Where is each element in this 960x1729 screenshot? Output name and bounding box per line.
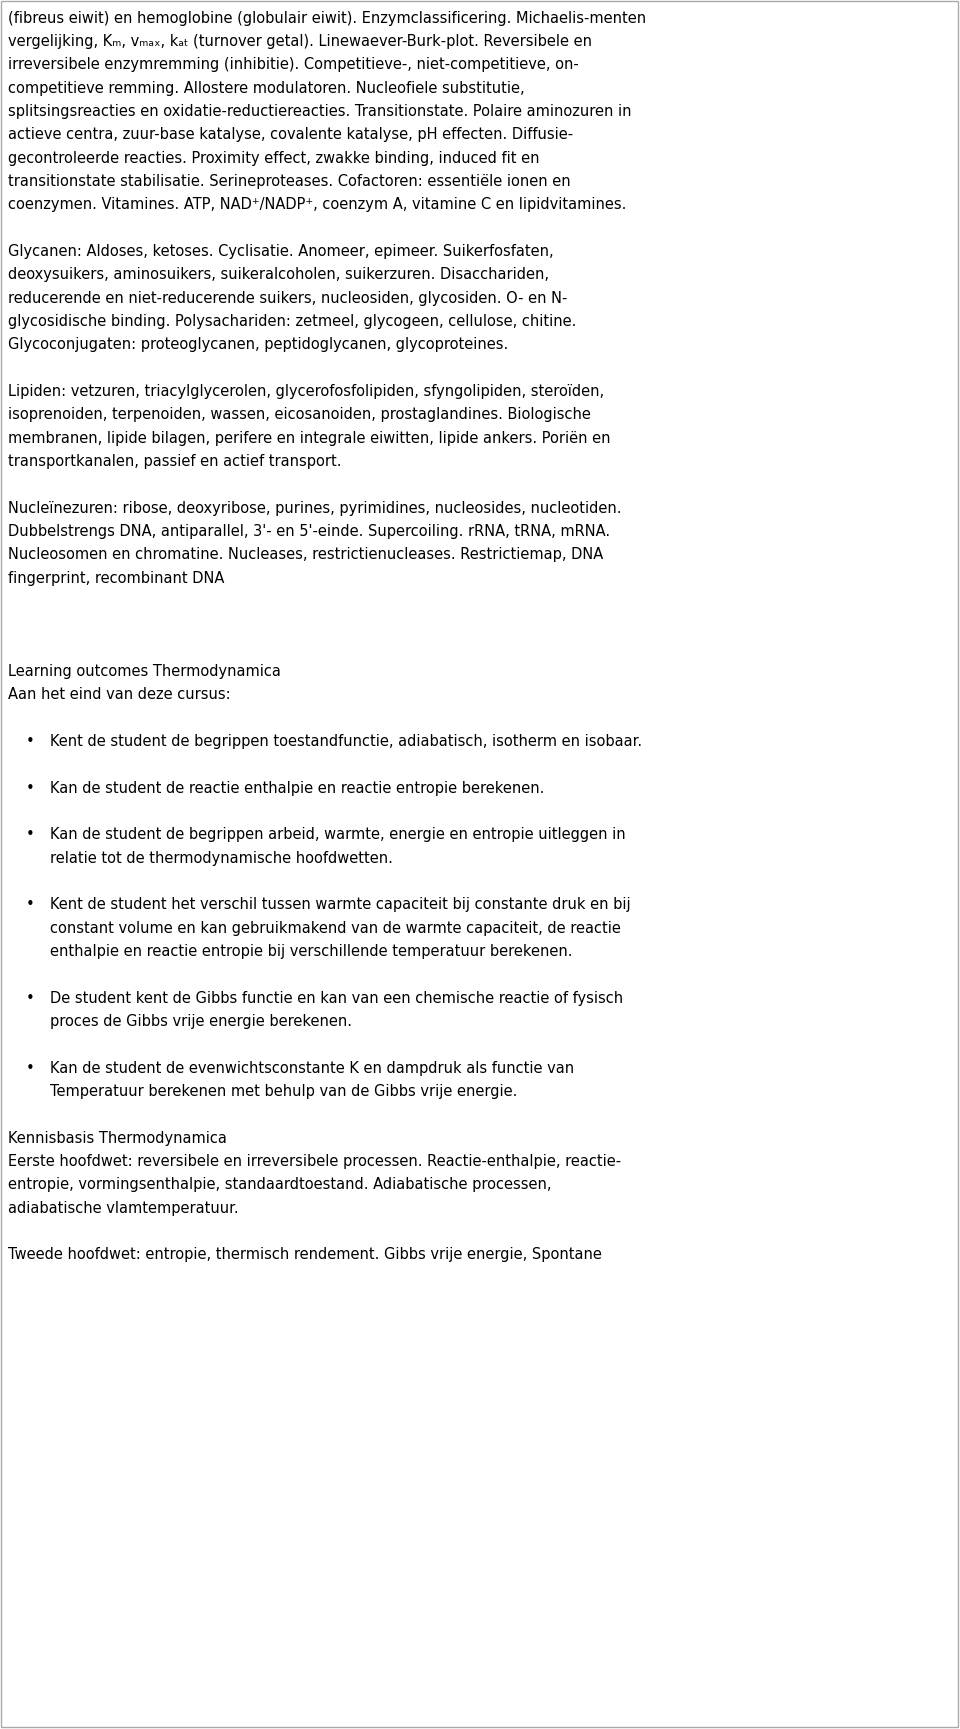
Text: Kan de student de begrippen arbeid, warmte, energie en entropie uitleggen in: Kan de student de begrippen arbeid, warm… [50,826,626,842]
Text: deoxysuikers, aminosuikers, suikeralcoholen, suikerzuren. Disacchariden,: deoxysuikers, aminosuikers, suikeralcoho… [8,268,549,282]
Text: transitionstate stabilisatie. Serineproteases. Cofactoren: essentiële ionen en: transitionstate stabilisatie. Serineprot… [8,175,570,188]
Text: constant volume en kan gebruikmakend van de warmte capaciteit, de reactie: constant volume en kan gebruikmakend van… [50,920,621,935]
Text: •: • [26,897,35,913]
Text: Kan de student de reactie enthalpie en reactie entropie berekenen.: Kan de student de reactie enthalpie en r… [50,780,544,795]
Text: proces de Gibbs vrije energie berekenen.: proces de Gibbs vrije energie berekenen. [50,1013,352,1029]
Text: relatie tot de thermodynamische hoofdwetten.: relatie tot de thermodynamische hoofdwet… [50,851,393,866]
Text: membranen, lipide bilagen, perifere en integrale eiwitten, lipide ankers. Poriën: membranen, lipide bilagen, perifere en i… [8,431,611,446]
Text: (fibreus eiwit) en hemoglobine (globulair eiwit). Enzymclassificering. Michaelis: (fibreus eiwit) en hemoglobine (globulai… [8,10,646,26]
Text: •: • [26,780,35,795]
Text: •: • [26,733,35,749]
Text: Tweede hoofdwet: entropie, thermisch rendement. Gibbs vrije energie, Spontane: Tweede hoofdwet: entropie, thermisch ren… [8,1247,602,1262]
Text: Dubbelstrengs DNA, antiparallel, 3'- en 5'-einde. Supercoiling. rRNA, tRNA, mRNA: Dubbelstrengs DNA, antiparallel, 3'- en … [8,524,611,539]
Text: coenzymen. Vitamines. ATP, NAD⁺/NADP⁺, coenzym A, vitamine C en lipidvitamines.: coenzymen. Vitamines. ATP, NAD⁺/NADP⁺, c… [8,197,626,213]
Text: actieve centra, zuur-base katalyse, covalente katalyse, pH effecten. Diffusie-: actieve centra, zuur-base katalyse, cova… [8,128,573,142]
Text: •: • [26,1060,35,1075]
Text: entropie, vormingsenthalpie, standaardtoestand. Adiabatische processen,: entropie, vormingsenthalpie, standaardto… [8,1177,551,1193]
Text: •: • [26,826,35,842]
Text: Nucleosomen en chromatine. Nucleases, restrictienucleases. Restrictiemap, DNA: Nucleosomen en chromatine. Nucleases, re… [8,548,603,562]
Text: Kent de student het verschil tussen warmte capaciteit bij constante druk en bij: Kent de student het verschil tussen warm… [50,897,631,913]
Text: Glycoconjugaten: proteoglycanen, peptidoglycanen, glycoproteines.: Glycoconjugaten: proteoglycanen, peptido… [8,337,508,353]
Text: Temperatuur berekenen met behulp van de Gibbs vrije energie.: Temperatuur berekenen met behulp van de … [50,1084,517,1100]
Text: competitieve remming. Allostere modulatoren. Nucleofiele substitutie,: competitieve remming. Allostere modulato… [8,81,524,95]
Text: transportkanalen, passief en actief transport.: transportkanalen, passief en actief tran… [8,455,342,469]
Text: Learning outcomes Thermodynamica: Learning outcomes Thermodynamica [8,664,281,679]
Text: De student kent de Gibbs functie en kan van een chemische reactie of fysisch: De student kent de Gibbs functie en kan … [50,991,623,1006]
Text: glycosidische binding. Polysachariden: zetmeel, glycogeen, cellulose, chitine.: glycosidische binding. Polysachariden: z… [8,315,576,329]
Text: fingerprint, recombinant DNA: fingerprint, recombinant DNA [8,571,225,586]
Text: isoprenoiden, terpenoiden, wassen, eicosanoiden, prostaglandines. Biologische: isoprenoiden, terpenoiden, wassen, eicos… [8,408,590,422]
Text: Kennisbasis Thermodynamica: Kennisbasis Thermodynamica [8,1131,227,1146]
Text: splitsingsreacties en oxidatie-reductiereacties. Transitionstate. Polaire aminoz: splitsingsreacties en oxidatie-reductier… [8,104,632,119]
Text: adiabatische vlamtemperatuur.: adiabatische vlamtemperatuur. [8,1200,239,1215]
Text: gecontroleerde reacties. Proximity effect, zwakke binding, induced fit en: gecontroleerde reacties. Proximity effec… [8,150,540,166]
Text: Lipiden: vetzuren, triacylglycerolen, glycerofosfolipiden, sfyngolipiden, steroï: Lipiden: vetzuren, triacylglycerolen, gl… [8,384,604,399]
Text: enthalpie en reactie entropie bij verschillende temperatuur berekenen.: enthalpie en reactie entropie bij versch… [50,944,572,960]
Text: Kent de student de begrippen toestandfunctie, adiabatisch, isotherm en isobaar.: Kent de student de begrippen toestandfun… [50,733,642,749]
Text: Eerste hoofdwet: reversibele en irreversibele processen. Reactie-enthalpie, reac: Eerste hoofdwet: reversibele en irrevers… [8,1153,621,1169]
Text: Kan de student de evenwichtsconstante K en dampdruk als functie van: Kan de student de evenwichtsconstante K … [50,1060,574,1075]
Text: vergelijking, Kₘ, vₘₐₓ, k⁣ₐₜ (turnover getal). Linewaever-Burk-plot. Reversibele: vergelijking, Kₘ, vₘₐₓ, k⁣ₐₜ (turnover g… [8,35,592,48]
Text: Aan het eind van deze cursus:: Aan het eind van deze cursus: [8,686,230,702]
Text: irreversibele enzymremming (inhibitie). Competitieve-, niet-competitieve, on-: irreversibele enzymremming (inhibitie). … [8,57,579,73]
Text: Nucleïnezuren: ribose, deoxyribose, purines, pyrimidines, nucleosides, nucleotid: Nucleïnezuren: ribose, deoxyribose, puri… [8,501,621,515]
Text: Glycanen: Aldoses, ketoses. Cyclisatie. Anomeer, epimeer. Suikerfosfaten,: Glycanen: Aldoses, ketoses. Cyclisatie. … [8,244,554,259]
Text: reducerende en niet-reducerende suikers, nucleosiden, glycosiden. O- en N-: reducerende en niet-reducerende suikers,… [8,290,567,306]
Text: •: • [26,991,35,1006]
